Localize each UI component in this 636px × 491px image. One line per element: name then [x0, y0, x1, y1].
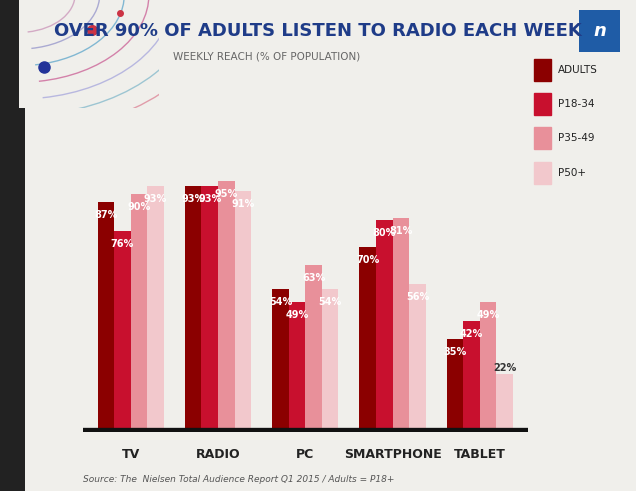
- Bar: [235, 191, 251, 432]
- Bar: [289, 302, 305, 432]
- Text: 81%: 81%: [389, 225, 413, 236]
- Text: P35-49: P35-49: [558, 134, 595, 143]
- Bar: [409, 284, 425, 432]
- Text: P18-34: P18-34: [558, 99, 595, 109]
- Text: 54%: 54%: [269, 297, 292, 307]
- Bar: [534, 59, 551, 81]
- Text: 80%: 80%: [373, 228, 396, 238]
- Bar: [114, 231, 130, 432]
- Bar: [97, 202, 114, 432]
- Bar: [480, 302, 497, 432]
- Text: 54%: 54%: [319, 297, 342, 307]
- Bar: [130, 194, 148, 432]
- Bar: [534, 162, 551, 184]
- Text: P50+: P50+: [558, 168, 586, 178]
- Text: WEEKLY REACH (% OF POPULATION): WEEKLY REACH (% OF POPULATION): [174, 52, 361, 61]
- Bar: [534, 93, 551, 115]
- Text: 56%: 56%: [406, 292, 429, 302]
- Text: 91%: 91%: [232, 199, 254, 209]
- Text: 93%: 93%: [144, 194, 167, 204]
- Bar: [392, 218, 409, 432]
- Bar: [218, 181, 235, 432]
- Text: 42%: 42%: [460, 329, 483, 339]
- Text: OVER 90% OF ADULTS LISTEN TO RADIO EACH WEEK: OVER 90% OF ADULTS LISTEN TO RADIO EACH …: [54, 22, 582, 40]
- Bar: [497, 374, 513, 432]
- Text: 95%: 95%: [215, 189, 238, 198]
- Bar: [322, 289, 338, 432]
- Text: Source: The  Nielsen Total Audience Report Q1 2015 / Adults = P18+: Source: The Nielsen Total Audience Repor…: [83, 475, 394, 484]
- Text: 87%: 87%: [94, 210, 118, 219]
- Bar: [305, 265, 322, 432]
- Text: 49%: 49%: [286, 310, 308, 320]
- Text: n: n: [593, 22, 606, 40]
- Bar: [359, 247, 376, 432]
- Bar: [185, 186, 202, 432]
- Text: 35%: 35%: [443, 347, 467, 357]
- Bar: [272, 289, 289, 432]
- Bar: [446, 339, 463, 432]
- Text: 63%: 63%: [302, 273, 325, 283]
- Text: 22%: 22%: [493, 362, 516, 373]
- Text: 90%: 90%: [127, 202, 151, 212]
- Text: 70%: 70%: [356, 255, 379, 265]
- Text: ADULTS: ADULTS: [558, 65, 598, 75]
- Text: 76%: 76%: [111, 239, 134, 249]
- Bar: [376, 220, 392, 432]
- Text: 93%: 93%: [198, 194, 221, 204]
- Bar: [202, 186, 218, 432]
- Text: 93%: 93%: [181, 194, 205, 204]
- Bar: [463, 321, 480, 432]
- Bar: [148, 186, 164, 432]
- Text: 49%: 49%: [476, 310, 500, 320]
- Bar: [534, 128, 551, 149]
